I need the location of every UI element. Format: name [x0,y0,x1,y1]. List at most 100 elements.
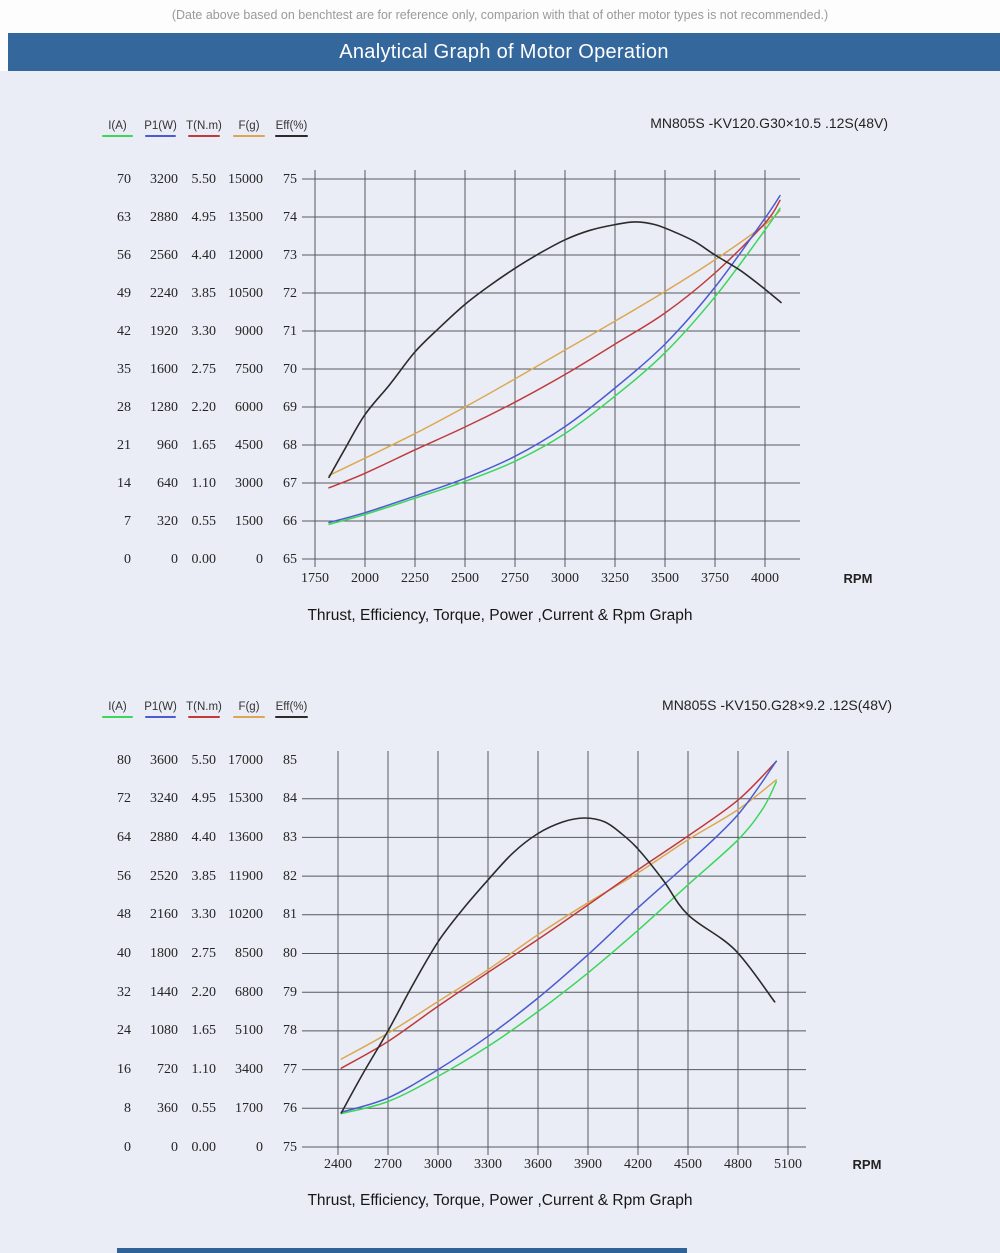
legend-swatch-f-g [233,135,265,137]
legend-item-i-a: I(A) [90,701,145,718]
x-tick: 4800 [724,1157,752,1172]
y-tick-p1-w: 1600 [150,361,178,377]
y-tick-t-n-m: 2.20 [191,984,217,1000]
y-tick-t-n-m: 2.20 [191,399,217,415]
y-tick-i-a: 56 [117,868,131,884]
legend-label-i-a: I(A) [108,120,127,132]
y-tick-eff: 66 [283,513,297,529]
y-tick-eff: 70 [283,361,297,377]
x-tick: 3300 [474,1157,502,1172]
y-tick-p1-w: 3240 [150,791,178,807]
y-tick-f-g: 7500 [235,361,263,377]
y-tick-eff: 81 [283,907,297,923]
y-tick-p1-w: 320 [157,513,178,529]
y-tick-i-a: 8 [124,1100,131,1116]
y-tick-t-n-m: 1.10 [191,475,217,491]
chart2-title: MN805S -KV150.G28×9.2 .12S(48V) [662,697,892,713]
y-tick-eff: 72 [283,285,297,301]
y-tick-p1-w: 2880 [150,829,178,845]
y-tick-i-a: 14 [117,475,131,491]
y-tick-p1-w: 0 [171,551,178,567]
y-tick-f-g: 15000 [228,171,263,187]
legend-label-f-g: F(g) [238,120,260,132]
chart2-caption: Thrust, Efficiency, Torque, Power ,Curre… [307,1192,693,1209]
y-tick-p1-w: 3200 [150,171,178,187]
y-tick-f-g: 9000 [235,323,263,339]
legend-label-p1-w: P1(W) [144,701,177,713]
y-tick-t-n-m: 4.40 [191,829,217,845]
legend-swatch-eff [275,135,308,137]
y-tick-eff: 67 [283,475,297,491]
y-tick-eff: 84 [283,791,297,807]
y-tick-p1-w: 2240 [150,285,178,301]
y-tick-p1-w: 720 [157,1062,178,1078]
x-tick: 5100 [774,1157,802,1172]
y-tick-i-a: 28 [117,399,131,415]
y-tick-p1-w: 0 [171,1139,178,1155]
y-tick-p1-w: 640 [157,475,178,491]
y-tick-p1-w: 360 [157,1100,178,1116]
y-tick-i-a: 49 [117,285,131,301]
y-tick-t-n-m: 3.30 [191,907,217,923]
next-section-bar-peek [117,1248,687,1253]
x-tick: 3900 [574,1157,602,1172]
y-tick-f-g: 3000 [235,475,263,491]
y-tick-p1-w: 2160 [150,907,178,923]
y-tick-eff: 75 [283,171,297,187]
y-tick-p1-w: 2560 [150,247,178,263]
legend-swatch-t-n-m [188,716,220,718]
y-tick-i-a: 72 [117,791,131,807]
legend-swatch-eff [275,716,308,718]
legend-item-eff: Eff(%) [263,120,320,137]
y-tick-eff: 78 [283,1023,297,1039]
x-tick: 2750 [501,571,529,586]
page-title: Analytical Graph of Motor Operation [339,41,669,63]
y-tick-f-g: 13600 [228,829,263,845]
y-tick-eff: 80 [283,946,297,961]
y-tick-i-a: 80 [117,752,131,768]
legend-label-t-n-m: T(N.m) [186,701,222,713]
legend-item-p1-w: P1(W) [133,701,188,718]
legend-label-f-g: F(g) [238,701,260,713]
y-tick-eff: 82 [283,868,297,884]
legend-swatch-t-n-m [188,135,220,137]
y-tick-p1-w: 2520 [150,868,178,884]
legend-item-i-a: I(A) [90,120,145,137]
y-tick-f-g: 11900 [228,868,263,884]
x-tick: 3750 [701,571,729,586]
legend-item-t-n-m: T(N.m) [176,120,232,137]
y-tick-i-a: 48 [117,907,131,923]
y-tick-i-a: 40 [117,946,131,961]
y-tick-f-g: 17000 [228,752,263,768]
y-tick-eff: 69 [283,399,297,415]
y-tick-f-g: 1700 [235,1100,263,1116]
y-tick-f-g: 6000 [235,399,263,415]
y-tick-f-g: 3400 [235,1062,263,1078]
y-tick-t-n-m: 0.55 [191,1100,217,1116]
y-tick-f-g: 15300 [228,791,263,807]
y-tick-i-a: 64 [117,829,131,845]
y-tick-t-n-m: 5.50 [191,171,217,187]
legend-label-t-n-m: T(N.m) [186,120,222,132]
y-tick-eff: 74 [283,209,297,225]
y-tick-t-n-m: 2.75 [191,361,217,377]
x-tick: 2250 [401,571,429,586]
y-tick-t-n-m: 1.10 [191,1062,217,1078]
chart2-x-axis-unit: RPM [852,1157,882,1172]
y-tick-eff: 71 [283,323,297,339]
y-tick-t-n-m: 2.75 [191,946,217,961]
y-tick-f-g: 0 [256,1139,263,1155]
y-tick-t-n-m: 4.95 [191,209,217,225]
chart1-caption: Thrust, Efficiency, Torque, Power ,Curre… [307,607,693,624]
legend-label-eff: Eff(%) [275,120,308,132]
legend-item-t-n-m: T(N.m) [176,701,232,718]
note-strip: (Date above based on benchtest are for r… [0,0,1000,33]
y-tick-f-g: 8500 [235,946,263,961]
x-tick: 4000 [751,571,779,586]
x-tick: 2500 [451,571,479,586]
x-tick: 4500 [674,1157,702,1172]
x-tick: 1750 [301,571,329,586]
y-tick-eff: 76 [283,1100,297,1116]
y-tick-eff: 79 [283,984,297,1000]
